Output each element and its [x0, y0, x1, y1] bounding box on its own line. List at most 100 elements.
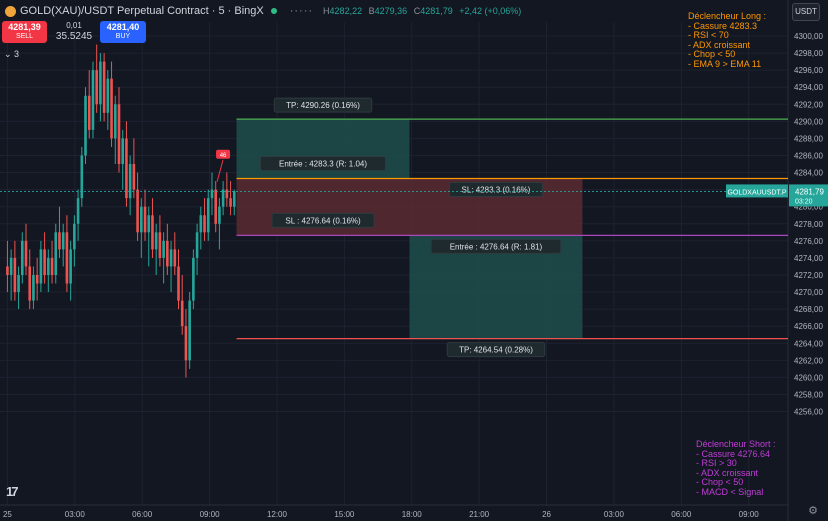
candle-body	[225, 189, 229, 199]
candle-body	[206, 198, 210, 233]
time-tick-label: 03:00	[604, 510, 625, 519]
time-tick-label: 12:00	[267, 510, 288, 519]
long-tp-label-bg	[273, 97, 373, 113]
price-tick-label: 4276,00	[794, 237, 823, 246]
time-tick-label: 21:00	[469, 510, 490, 519]
price-tick-label: 4278,00	[794, 220, 823, 229]
tradingview-logo-icon[interactable]: 17	[6, 484, 19, 499]
candle-body	[91, 70, 95, 130]
price-tick-label: 4294,00	[794, 83, 823, 92]
candle-body	[73, 223, 76, 250]
indicators-toggle[interactable]: ⌄ 3	[4, 49, 20, 59]
candle-body	[102, 61, 106, 113]
price-tick-label: 4298,00	[794, 49, 823, 58]
candle-body	[87, 95, 91, 130]
time-tick-label: 06:00	[132, 510, 153, 519]
candle-body	[166, 240, 169, 267]
price-tick-label: 4266,00	[794, 322, 823, 331]
candle-body	[151, 215, 154, 250]
time-tick-label: 09:00	[739, 510, 760, 519]
ohlc-close-key: C	[413, 6, 421, 16]
candle-body	[169, 249, 173, 267]
candle-body	[106, 78, 110, 113]
candle-body	[39, 249, 43, 284]
last-price-tag-bg	[789, 184, 828, 207]
time-tick-label: 15:00	[334, 510, 355, 519]
long-sl-label: SL : 4276.64 (0.16%)	[285, 216, 361, 225]
candle-body	[180, 300, 184, 327]
candle-body	[218, 206, 221, 224]
candle-body	[69, 249, 72, 284]
price-tick-label: 4272,00	[794, 271, 823, 280]
market-open-dot-icon	[270, 8, 277, 14]
countdown-label: 03:20	[795, 198, 813, 205]
long-trigger-note: Déclencheur Long : - Cassure 4283.3 - RS…	[688, 11, 767, 69]
price-tick-label: 4292,00	[794, 100, 823, 109]
candle-body	[147, 215, 151, 233]
candle-body	[24, 240, 28, 267]
short-tp-label: TP: 4264.54 (0.28%)	[459, 346, 533, 355]
spread-top: 0,01	[66, 21, 82, 30]
price-tick-label: 4270,00	[794, 288, 823, 297]
candle-body	[50, 257, 54, 275]
symbol-tag-bg	[726, 184, 788, 198]
more-options-icon[interactable]: ·····	[289, 5, 314, 17]
buy-button[interactable]: 4281,40 BUY	[100, 21, 146, 43]
candle-body	[203, 215, 206, 233]
chart-header: GOLD(XAU)/USDT Perpetual Contract · 5 · …	[0, 0, 525, 22]
candle-body	[84, 95, 87, 156]
price-tick-label: 4268,00	[794, 305, 823, 314]
short-trigger-note: Déclencheur Short : - Cassure 4276.64 - …	[696, 439, 776, 497]
price-tick-label: 4284,00	[794, 169, 823, 178]
long-entry-label-bg	[260, 156, 387, 172]
ohlc-values: H4282,22 B4279,36 C4281,79 +2,42 (+0,06%…	[323, 6, 525, 16]
candle-body	[128, 164, 132, 199]
symbol-tag: GOLDXAUUSDT.P	[727, 189, 786, 196]
candle-body	[117, 104, 121, 165]
gear-icon[interactable]: ⚙	[808, 505, 818, 517]
ohlc-change: +2,42 (+0,06%)	[459, 6, 522, 16]
long-entry-label: Entrée : 4283.3 (R: 1.04)	[279, 160, 367, 169]
long-tp-label: TP: 4290.26 (0.16%)	[286, 101, 360, 110]
candle-body	[199, 215, 203, 233]
candle-body	[143, 206, 147, 233]
candle-body	[9, 257, 13, 275]
candle-body	[47, 257, 50, 275]
buy-price: 4281,40	[106, 22, 140, 32]
currency-selector[interactable]: USDT	[792, 3, 820, 21]
symbol-title[interactable]: GOLD(XAU)/USDT Perpetual Contract · 5 · …	[20, 5, 264, 17]
candle-body	[6, 266, 9, 275]
candle-body	[76, 198, 80, 224]
alert-marker-label: 46	[220, 153, 227, 159]
candle-body	[28, 266, 32, 301]
candle-body	[35, 274, 39, 284]
candle-body	[65, 232, 69, 284]
candle-body	[54, 232, 58, 275]
candle-body	[210, 189, 214, 199]
short-entry-label-bg	[430, 238, 562, 254]
short-sl-label-bg	[449, 182, 543, 198]
candle-body	[229, 198, 232, 207]
candle-body	[132, 164, 136, 190]
candle-body	[121, 138, 125, 165]
candle-body	[140, 206, 143, 233]
price-tick-label: 4258,00	[794, 390, 823, 399]
candle-body	[136, 189, 139, 233]
spread-value: 35.5245	[55, 31, 93, 42]
candle-body	[158, 232, 162, 258]
ohlc-high-key: H	[323, 6, 330, 16]
price-tick-label: 4286,00	[794, 151, 823, 160]
time-tick-label: 26	[542, 510, 551, 519]
candle-body	[214, 189, 217, 224]
candle-body	[95, 70, 98, 105]
sell-button[interactable]: 4281,39 SELL	[2, 21, 47, 43]
candle-body	[61, 232, 65, 250]
last-price-label: 4281,79	[795, 187, 824, 196]
price-tick-label: 4256,00	[794, 408, 823, 417]
buy-label: BUY	[115, 33, 131, 40]
candle-body	[177, 266, 180, 301]
price-tick-label: 4262,00	[794, 356, 823, 365]
price-tick-label: 4296,00	[794, 66, 823, 75]
candle-body	[80, 155, 84, 199]
